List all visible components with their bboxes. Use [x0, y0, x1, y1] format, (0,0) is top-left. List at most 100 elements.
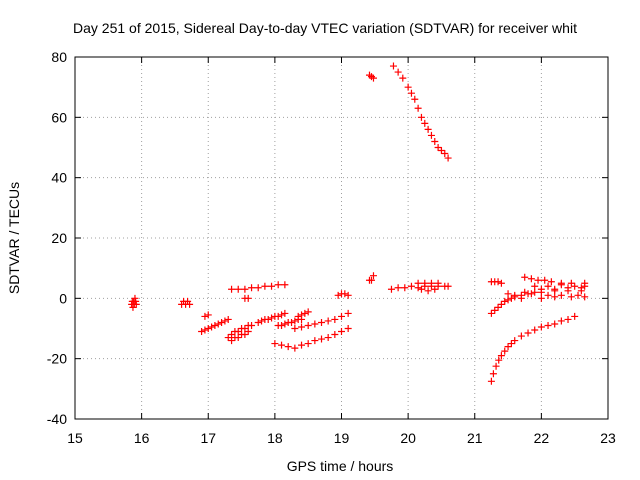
- data-point: [507, 294, 515, 302]
- data-point: [517, 332, 525, 340]
- data-point: [369, 74, 377, 82]
- data-point: [268, 314, 276, 322]
- data-point: [274, 312, 282, 320]
- y-tick-label: -40: [47, 411, 67, 427]
- data-point: [504, 290, 512, 298]
- data-point: [444, 282, 452, 290]
- data-point: [521, 273, 529, 281]
- data-point: [369, 272, 377, 280]
- data-point: [301, 309, 309, 317]
- data-series-seg10: [274, 315, 306, 329]
- data-point: [511, 337, 519, 345]
- data-point: [248, 321, 256, 329]
- data-point: [504, 296, 512, 304]
- data-point: [331, 315, 339, 323]
- data-point: [129, 303, 137, 311]
- data-point: [298, 311, 306, 319]
- data-point: [544, 321, 552, 329]
- data-point: [344, 309, 352, 317]
- data-series-seg2: [178, 297, 194, 308]
- data-point: [399, 74, 407, 82]
- x-tick-label: 19: [334, 430, 350, 446]
- data-point: [571, 312, 579, 320]
- data-point: [437, 147, 445, 155]
- data-series-seg5: [228, 281, 289, 293]
- data-point: [241, 331, 249, 339]
- data-point: [341, 290, 349, 298]
- data-point: [186, 300, 194, 308]
- data-point: [228, 285, 236, 293]
- data-point: [298, 341, 306, 349]
- data-point: [311, 337, 319, 345]
- data-point: [324, 334, 332, 342]
- data-series-seg25: [521, 273, 589, 287]
- data-point: [564, 284, 572, 292]
- data-point: [537, 285, 545, 293]
- data-point: [244, 294, 252, 302]
- data-point: [218, 318, 226, 326]
- data-point: [497, 352, 505, 360]
- data-point: [414, 104, 422, 112]
- data-point: [497, 300, 505, 308]
- data-point: [441, 150, 449, 158]
- data-point: [567, 279, 575, 287]
- data-point: [417, 113, 425, 121]
- data-point: [201, 312, 209, 320]
- data-point: [288, 318, 296, 326]
- data-point: [318, 335, 326, 343]
- data-point: [551, 320, 559, 328]
- data-point: [264, 315, 272, 323]
- data-point: [521, 288, 529, 296]
- data-series-seg4: [201, 311, 212, 320]
- x-tick-label: 18: [267, 430, 283, 446]
- data-series-seg6: [224, 321, 256, 342]
- data-point: [537, 323, 545, 331]
- data-point: [324, 317, 332, 325]
- data-series-seg16: [365, 272, 377, 284]
- data-point: [431, 137, 439, 145]
- data-point: [577, 284, 585, 292]
- data-point: [511, 291, 519, 299]
- data-point: [524, 329, 532, 337]
- x-tick-label: 22: [534, 430, 550, 446]
- data-point: [268, 282, 276, 290]
- data-point: [367, 276, 375, 284]
- data-point: [551, 285, 559, 293]
- data-point: [241, 285, 249, 293]
- data-point: [567, 293, 575, 301]
- data-point: [304, 340, 312, 348]
- data-point: [494, 278, 502, 286]
- data-point: [421, 119, 429, 127]
- data-series-seg1: [128, 294, 140, 311]
- data-point: [281, 320, 289, 328]
- data-point: [492, 362, 500, 370]
- data-point: [531, 326, 539, 334]
- data-point: [234, 334, 242, 342]
- data-point: [241, 325, 249, 332]
- data-point: [214, 320, 222, 328]
- data-series-seg15: [334, 290, 352, 299]
- data-point: [278, 311, 286, 319]
- data-point: [517, 294, 525, 302]
- data-point: [531, 288, 539, 296]
- data-point: [344, 325, 352, 332]
- data-point: [387, 285, 395, 293]
- x-axis-label: GPS time / hours: [287, 458, 394, 474]
- data-point: [501, 297, 509, 305]
- data-point: [311, 320, 319, 328]
- data-point: [304, 308, 312, 316]
- data-series-seg27: [537, 291, 589, 302]
- data-point: [298, 323, 306, 331]
- plot-frame: [74, 56, 609, 420]
- data-point: [495, 356, 503, 364]
- data-point: [424, 125, 432, 133]
- data-series-seg3: [198, 315, 232, 336]
- data-series-seg9: [254, 309, 289, 326]
- data-point: [228, 331, 236, 339]
- data-point: [574, 291, 582, 299]
- data-point: [544, 291, 552, 299]
- data-point: [271, 340, 279, 348]
- data-point: [261, 282, 269, 290]
- data-point: [338, 312, 345, 320]
